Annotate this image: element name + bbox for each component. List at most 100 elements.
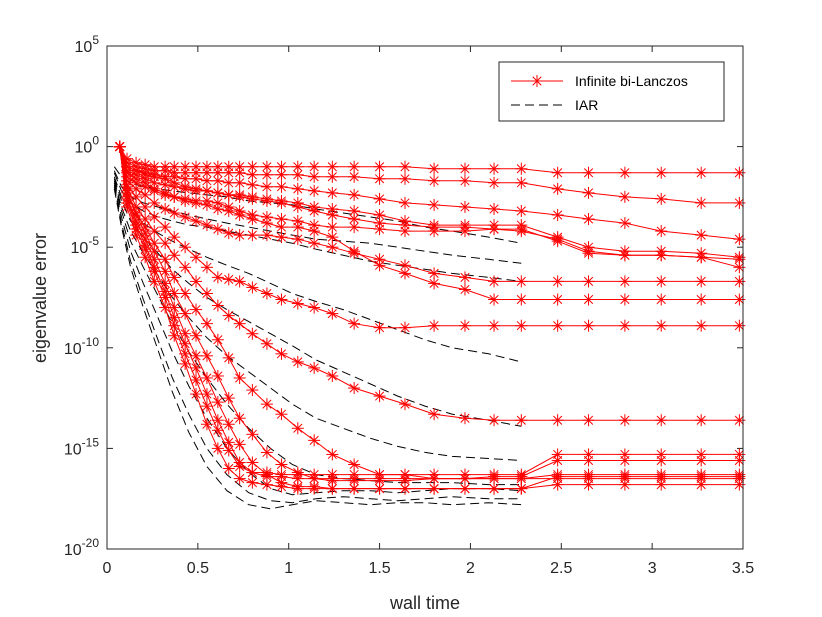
star-stroke: [734, 168, 744, 178]
bilanczos-point: [246, 178, 259, 191]
bilanczos-point: [168, 190, 181, 203]
bilanczos-point: [179, 180, 192, 193]
star-stroke: [247, 329, 257, 339]
bilanczos-point: [618, 293, 631, 306]
bilanczos-point: [733, 414, 746, 427]
bilanczos-point: [618, 275, 631, 288]
bilanczos-point: [246, 213, 259, 226]
bilanczos-point: [326, 448, 339, 461]
bilanczos-point: [655, 293, 668, 306]
bilanczos-point: [159, 237, 172, 250]
bilanczos-point: [458, 174, 471, 187]
y-tick-exponent: -5: [88, 234, 99, 248]
star-stroke: [374, 254, 385, 264]
bilanczos-point: [348, 247, 361, 260]
star-stroke: [149, 226, 159, 236]
star-stroke: [169, 192, 179, 202]
star-stroke: [224, 274, 234, 284]
star-stroke: [169, 232, 179, 242]
bilanczos-point: [458, 271, 471, 284]
star-stroke: [656, 226, 666, 236]
bilanczos-point: [326, 307, 339, 320]
star-stroke: [224, 445, 234, 456]
bilanczos-point: [168, 206, 181, 219]
star-stroke: [160, 222, 170, 232]
bilanczos-point: [733, 293, 746, 306]
x-tick-label: 2.5: [550, 560, 572, 577]
bilanczos-point: [488, 275, 501, 288]
star-stroke: [553, 184, 563, 194]
star-stroke: [734, 262, 744, 272]
star-stroke: [400, 198, 410, 208]
star-stroke: [327, 308, 337, 319]
bilanczos-point: [326, 186, 339, 199]
bilanczos-point: [399, 482, 412, 495]
bilanczos-point: [582, 166, 595, 179]
bilanczos-point: [373, 223, 386, 236]
star-stroke: [374, 224, 385, 234]
star-stroke: [349, 459, 359, 470]
bilanczos-point: [618, 217, 631, 230]
bilanczos-point: [200, 184, 213, 197]
bilanczos-point: [458, 468, 471, 481]
star-stroke: [149, 212, 159, 222]
star-stroke: [247, 194, 257, 204]
star-stroke: [293, 184, 303, 194]
star-stroke: [489, 484, 499, 494]
star-stroke: [224, 168, 234, 178]
bilanczos-point: [200, 198, 213, 211]
bilanczos-point: [139, 188, 152, 201]
star-stroke: [489, 224, 499, 234]
bilanczos-point: [582, 293, 595, 306]
star-stroke: [429, 200, 439, 210]
bilanczos-point: [399, 259, 412, 272]
star-stroke: [374, 391, 385, 401]
star-stroke: [620, 471, 630, 482]
bilanczos-point: [488, 223, 501, 236]
star-stroke: [149, 254, 159, 264]
star-stroke: [349, 190, 359, 200]
star-stroke: [213, 204, 223, 214]
x-tick-label: 1: [284, 560, 293, 577]
star-stroke: [191, 252, 201, 262]
star-stroke: [191, 276, 201, 287]
bilanczos-point: [582, 478, 595, 491]
bilanczos-point: [211, 223, 224, 236]
bilanczos-point: [458, 225, 471, 238]
star-stroke: [516, 276, 526, 287]
star-stroke: [213, 300, 223, 311]
star-stroke: [583, 415, 594, 425]
plot-area: [107, 46, 743, 549]
bilanczos-point: [326, 160, 339, 173]
bilanczos-point: [373, 192, 386, 205]
bilanczos-point: [260, 398, 273, 411]
y-tick-label: 105: [75, 33, 100, 56]
star-stroke: [276, 214, 287, 224]
star-stroke: [149, 198, 159, 208]
star-stroke: [489, 294, 499, 305]
star-stroke: [516, 224, 526, 234]
bilanczos-point: [428, 198, 441, 211]
bilanczos-point: [246, 327, 259, 340]
legend-iar-label: IAR: [575, 97, 598, 113]
bilanczos-point: [190, 373, 203, 386]
bilanczos-point: [348, 221, 361, 234]
bilanczos-point: [326, 221, 339, 234]
bilanczos-point: [326, 231, 339, 244]
bilanczos-point: [515, 482, 528, 495]
bilanczos-series-line: [119, 146, 740, 282]
bilanczos-point: [428, 319, 441, 332]
star-stroke: [213, 176, 223, 186]
star-stroke: [327, 232, 337, 242]
star-stroke: [656, 168, 666, 178]
star-stroke: [293, 202, 303, 212]
bilanczos-point: [695, 470, 708, 483]
y-tick-label: 10-15: [64, 435, 99, 458]
bilanczos-point: [113, 140, 126, 153]
star-stroke: [140, 244, 150, 254]
star-stroke: [429, 278, 439, 289]
star-stroke: [374, 484, 385, 494]
bilanczos-point: [211, 424, 224, 437]
star-stroke: [656, 480, 666, 490]
